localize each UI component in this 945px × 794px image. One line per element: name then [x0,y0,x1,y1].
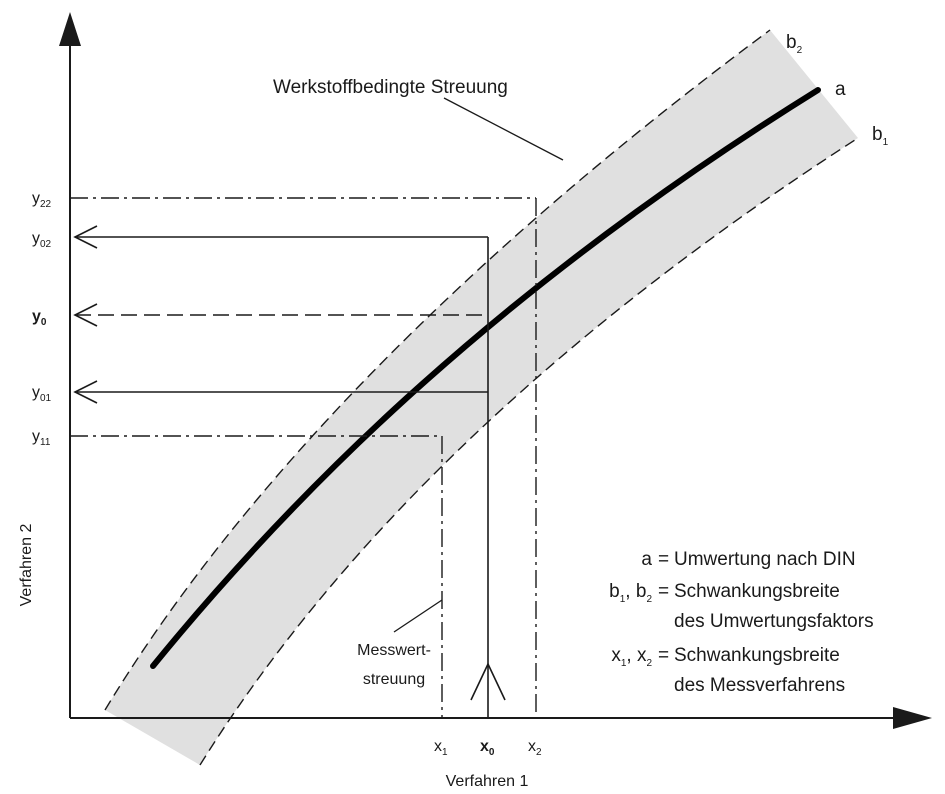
x0-arrow-tail [470,662,506,701]
x-tick-x0: x0 [480,738,495,758]
x-axis-title: Verfahren 1 [446,773,529,790]
curve-b1 [199,137,859,766]
messwert-label-line1: Messwert- [357,642,431,659]
y-tick-y11: y11 [32,428,51,448]
legend: a = Umwertung nach DIN b1, b2 = Schwanku… [609,549,873,696]
reference-x0 [470,237,506,718]
y-tick-y22: y22 [32,190,52,210]
legend-x-text-2: des Messverfahrens [674,675,845,696]
legend-b-text-2: des Umwertungsfaktors [674,611,874,632]
legend-a-eq: = [658,549,669,570]
legend-x-eq: = [658,645,669,666]
x-tick-x1: x1 [434,738,448,758]
legend-a-text: Umwertung nach DIN [674,549,856,570]
y-axis-title: Verfahren 2 [18,524,35,607]
curve-b1-label: b1 [872,124,889,148]
legend-b-text-1: Schwankungsbreite [674,581,840,602]
arrow-y02 [73,225,488,249]
y-tick-y01: y01 [32,384,52,404]
legend-a-key: a [641,549,652,570]
curve-b2-label: b2 [786,32,803,56]
x-axis-arrowhead [893,707,932,729]
x-tick-x2: x2 [528,738,542,758]
legend-x-key: x1, x2 [611,645,652,669]
messwert-leader [393,599,443,633]
arrow-y01 [73,380,488,404]
messwert-label-line2: streuung [363,671,425,688]
y-tick-y0: y0 [32,308,47,328]
x-axis [70,707,932,729]
curve-a-label: a [835,79,846,100]
scatter-band [105,30,858,765]
legend-b-eq: = [658,581,669,602]
band-label: Werkstoffbedingte Streuung [273,77,508,98]
curve-a [150,87,821,669]
y-axis-arrowhead [59,12,81,46]
curve-b2 [104,29,771,711]
reference-y22-x2 [70,197,537,718]
y-tick-y02: y02 [32,230,52,250]
reference-y11-x1 [70,435,443,718]
band-label-leader [443,97,564,161]
legend-x-text-1: Schwankungsbreite [674,645,840,666]
arrow-y0 [73,303,488,327]
legend-b-key: b1, b2 [609,581,652,605]
y-axis [59,12,81,718]
